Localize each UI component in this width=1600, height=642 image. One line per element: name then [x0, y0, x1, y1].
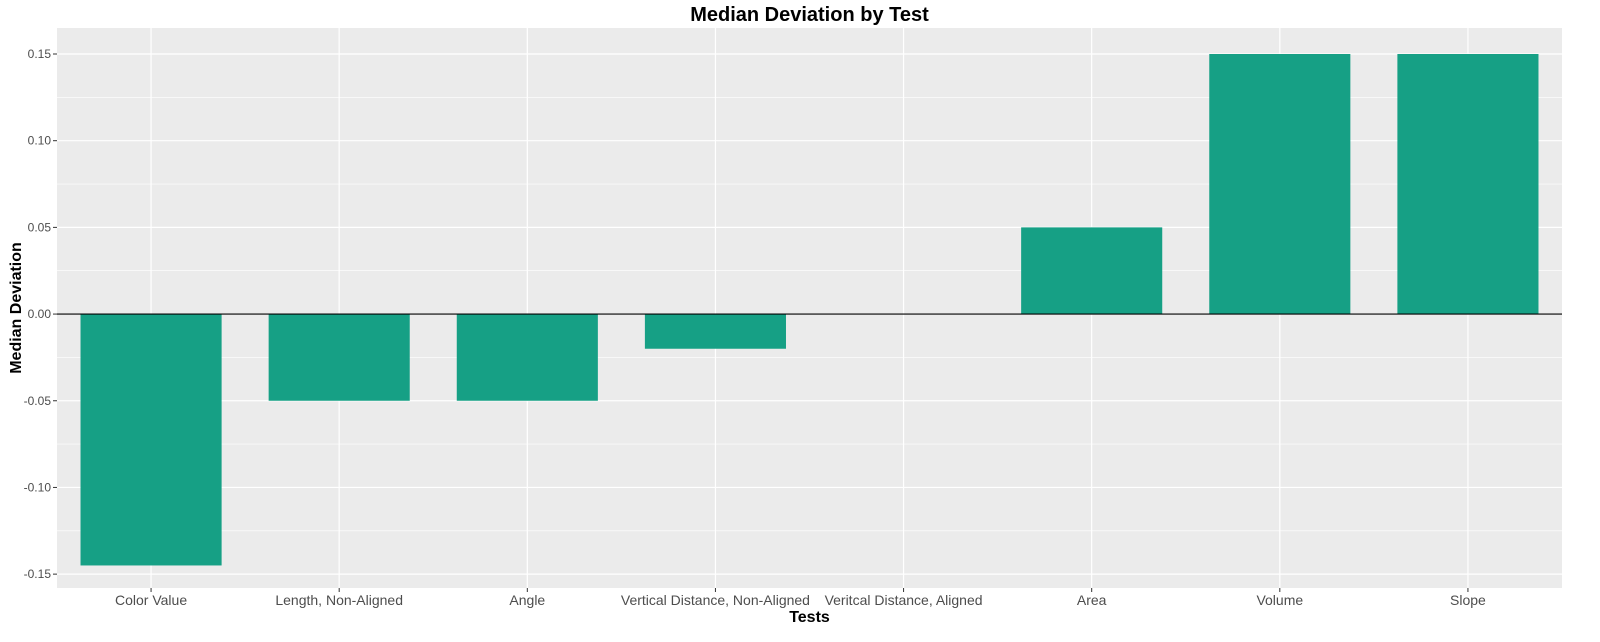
x-tick-label: Length, Non-Aligned: [275, 592, 403, 608]
bar: [644, 314, 786, 349]
x-tick-label: Vertical Distance, Non-Aligned: [621, 592, 810, 608]
bars: [80, 54, 1539, 566]
bar: [1397, 54, 1539, 315]
y-axis: -0.15 -0.10 -0.05 0.00 0.05 0.10 0.15: [24, 47, 57, 581]
bar: [1021, 227, 1163, 315]
x-axis: Color Value Length, Non-Aligned Angle Verti…: [115, 588, 1486, 608]
y-tick-label: 0.00: [28, 307, 52, 321]
bar: [80, 314, 222, 566]
x-tick-label: Color Value: [115, 592, 187, 608]
y-tick-label: -0.05: [24, 394, 52, 408]
y-tick-label: 0.15: [28, 47, 52, 61]
x-tick-label: Angle: [509, 592, 545, 608]
x-tick-label: Volume: [1256, 592, 1303, 608]
y-tick-label: 0.10: [28, 134, 52, 148]
bar: [1209, 54, 1351, 315]
y-tick-label: -0.15: [24, 567, 52, 581]
y-tick-label: -0.10: [24, 480, 52, 494]
x-axis-title: Tests: [789, 609, 830, 626]
x-tick-label: Slope: [1450, 592, 1486, 608]
x-tick-label: Veritcal Distance, Aligned: [825, 592, 983, 608]
y-tick-label: 0.05: [28, 220, 52, 234]
bar: [268, 314, 410, 401]
y-axis-title: Median Deviation: [8, 242, 25, 374]
x-tick-label: Area: [1077, 592, 1107, 608]
bar: [456, 314, 598, 401]
chart-title: Median Deviation by Test: [690, 4, 929, 26]
